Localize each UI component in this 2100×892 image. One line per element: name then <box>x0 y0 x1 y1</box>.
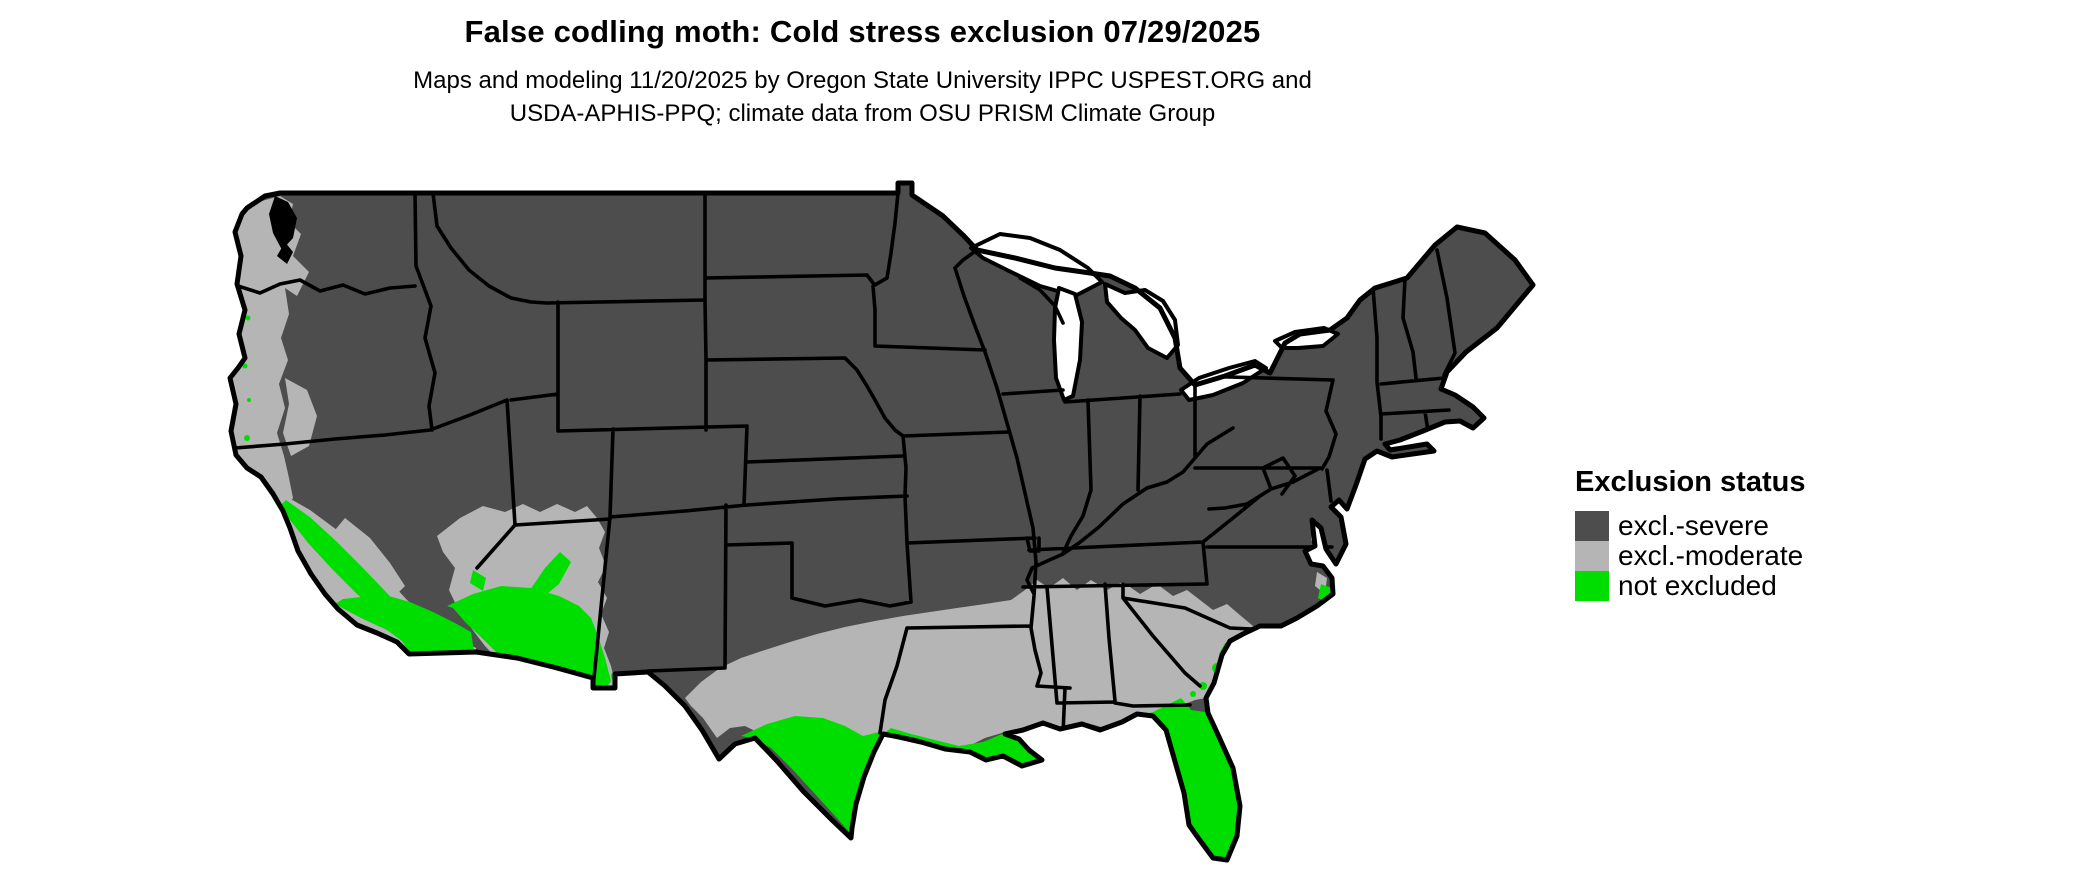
land-severe-base <box>230 183 1533 860</box>
overlay-not-excluded <box>242 183 1334 860</box>
puget-sound-water <box>269 196 297 264</box>
us-map <box>185 138 1540 888</box>
state-borders <box>233 191 1457 736</box>
not-excluded-swatch-icon <box>1575 571 1609 601</box>
subtitle-line-2: USDA-APHIS-PPQ; climate data from OSU PR… <box>509 100 1216 127</box>
severe-swatch-icon <box>1575 511 1609 541</box>
map-legend: Exclusion status excl.-severe excl.-mode… <box>1575 466 1995 601</box>
legend-row-not-excluded: not excluded <box>1575 570 1995 601</box>
page-title: False codling moth: Cold stress exclusio… <box>464 14 1261 49</box>
subtitle-line-1: Maps and modeling 11/20/2025 by Oregon S… <box>413 67 1312 94</box>
map-header: False codling moth: Cold stress exclusio… <box>185 14 1540 130</box>
legend-label-moderate: excl.-moderate <box>1618 540 1804 571</box>
legend-title: Exclusion status <box>1575 466 1806 498</box>
us-map-svg <box>185 138 1540 888</box>
legend-label-not-excluded: not excluded <box>1618 570 1777 601</box>
moderate-swatch-icon <box>1575 541 1609 571</box>
legend-label-severe: excl.-severe <box>1618 510 1769 541</box>
legend-row-moderate: excl.-moderate <box>1575 540 1995 571</box>
legend-row-severe: excl.-severe <box>1575 510 1995 541</box>
map-subtitle: Maps and modeling 11/20/2025 by Oregon S… <box>185 64 1540 130</box>
